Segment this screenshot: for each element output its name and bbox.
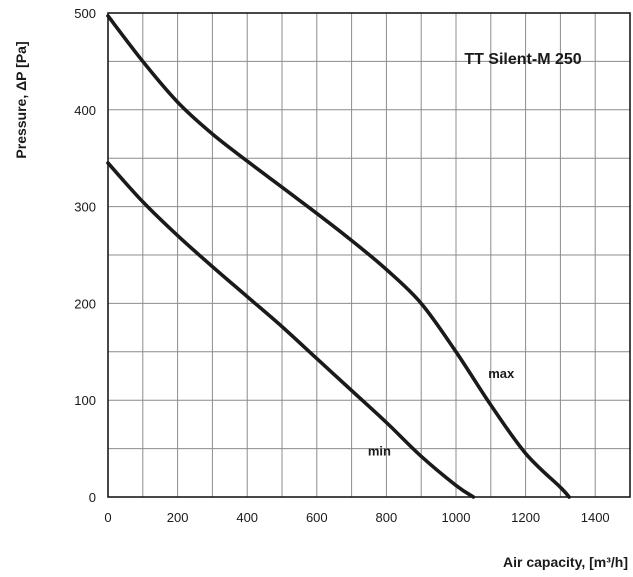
x-tick-label: 1200 [511, 510, 540, 525]
y-tick-label: 300 [74, 200, 96, 215]
grid [108, 13, 630, 497]
curve-label-min: min [368, 443, 391, 458]
x-tick-label: 0 [104, 510, 111, 525]
tick-labels: 0 200 400 600 800 1000 1200 1400 0 100 200 300 400 50… [74, 6, 609, 525]
x-tick-label: 600 [306, 510, 328, 525]
x-tick-label: 800 [376, 510, 398, 525]
curve-max [106, 14, 571, 499]
y-tick-label: 100 [74, 393, 96, 408]
y-tick-label: 0 [89, 490, 96, 505]
x-axis-title: Air capacity, [m³/h] [503, 554, 628, 570]
y-axis-title: Pressure, ΔP [Pa] [13, 41, 29, 158]
curve-labels: max min [368, 366, 515, 458]
chart-title: TT Silent-M 250 [464, 51, 581, 68]
x-tick-label: 200 [167, 510, 189, 525]
curves [106, 14, 571, 499]
plot-frame [107, 12, 631, 498]
y-tick-label: 500 [74, 6, 96, 21]
x-tick-label: 400 [236, 510, 258, 525]
y-tick-label: 400 [74, 103, 96, 118]
curve-min [106, 161, 476, 499]
x-tick-label: 1000 [442, 510, 471, 525]
curve-label-max: max [488, 366, 515, 381]
y-tick-label: 200 [74, 296, 96, 311]
x-tick-label: 1400 [581, 510, 610, 525]
